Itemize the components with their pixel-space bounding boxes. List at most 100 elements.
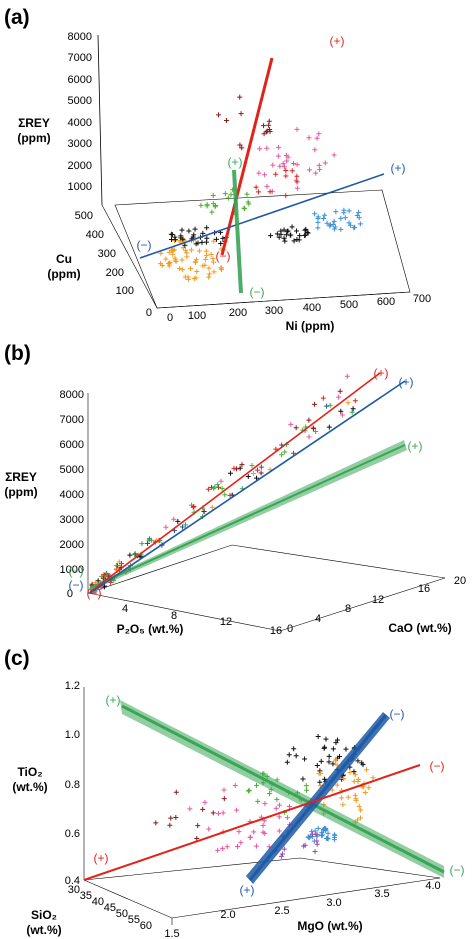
data-point (173, 815, 179, 821)
data-point (139, 541, 145, 547)
data-point (315, 734, 321, 740)
data-point (310, 831, 316, 837)
data-point (196, 248, 202, 254)
data-point (366, 785, 372, 791)
data-point (282, 449, 288, 455)
data-point (206, 274, 212, 280)
z-tick: 2000 (60, 539, 84, 551)
scatter-points (158, 94, 363, 282)
ni-tick: 100 (188, 310, 206, 322)
data-point (216, 112, 222, 118)
data-point (314, 838, 320, 844)
data-point (239, 462, 245, 468)
z-tick: 0.8 (65, 779, 80, 791)
data-point (284, 158, 290, 164)
data-point (326, 424, 332, 430)
data-point (177, 265, 183, 271)
z-tick: 5000 (68, 95, 92, 107)
p2o5-tick: 16 (270, 625, 282, 637)
data-point (223, 117, 229, 123)
data-point (289, 224, 295, 230)
pc-label-blue-plus: (+) (240, 883, 255, 897)
data-point (170, 251, 176, 257)
pc-labels: (+) (−) (−) (+) (+) (−) (94, 693, 465, 897)
data-point (237, 142, 243, 148)
data-point (276, 828, 282, 834)
data-point (208, 484, 214, 490)
data-point (238, 111, 244, 117)
data-point (313, 429, 319, 435)
data-point (211, 485, 217, 491)
data-point (178, 233, 184, 239)
panel-c: (c) 1.2 1.0 0.8 0.6 0.4 TiO₂ (wt.%) 30 3… (4, 647, 465, 939)
data-point (224, 844, 230, 850)
data-point (213, 236, 219, 242)
z-tick: 2000 (68, 160, 92, 172)
data-point (358, 815, 364, 821)
data-point (190, 504, 196, 510)
z-axis-line (97, 34, 103, 206)
data-point (355, 817, 361, 823)
pc-label-blue-minus: (−) (69, 578, 84, 592)
data-point (323, 826, 329, 832)
data-point (186, 228, 192, 234)
data-point (168, 237, 174, 243)
data-point (191, 232, 197, 238)
z-tick: 0 (67, 588, 73, 600)
data-point (302, 756, 308, 762)
cu-tick: 300 (98, 248, 116, 260)
data-point (253, 184, 259, 190)
ni-tick-labels: 0 100 200 300 400 500 600 700 (167, 293, 431, 324)
pc-vector-red (220, 57, 274, 256)
z-tick-labels: 1.2 1.0 0.8 0.6 0.4 (65, 680, 80, 887)
data-point (283, 167, 289, 173)
data-point (324, 403, 330, 409)
data-point (318, 758, 324, 764)
data-point (304, 230, 310, 236)
data-point (239, 145, 245, 151)
data-point (195, 240, 201, 246)
data-point (276, 802, 282, 808)
pc-vectors (83, 700, 445, 884)
data-point (352, 792, 358, 798)
pc-label-green-plus: (+) (106, 693, 121, 707)
data-point (245, 473, 251, 479)
data-point (314, 762, 320, 768)
data-point (172, 257, 178, 263)
data-point (313, 170, 319, 176)
data-point (278, 231, 284, 237)
cao-tick: 20 (454, 575, 466, 587)
data-point (202, 799, 208, 805)
data-point (326, 759, 332, 765)
data-point (215, 482, 221, 488)
data-point (332, 758, 338, 764)
data-point (253, 843, 259, 849)
data-point (320, 395, 326, 401)
data-point (216, 811, 222, 817)
data-point (179, 257, 185, 263)
data-point (264, 183, 270, 189)
z-tick: 1.0 (65, 729, 80, 741)
data-point (283, 193, 289, 199)
sio2-tick: 35 (80, 890, 92, 902)
data-point (315, 826, 321, 832)
data-point (254, 467, 260, 473)
data-point (146, 537, 152, 543)
data-point (218, 267, 224, 273)
cu-tick-labels: 500 400 300 200 100 0 (75, 210, 152, 319)
data-point (268, 233, 274, 239)
data-point (321, 216, 327, 222)
cao-tick: 12 (372, 594, 384, 606)
data-point (352, 772, 358, 778)
data-point (185, 276, 191, 282)
z-tick: 5000 (60, 464, 84, 476)
data-point (341, 207, 347, 213)
data-point (199, 239, 205, 245)
data-point (319, 832, 325, 838)
data-point (211, 238, 217, 244)
data-point (210, 256, 216, 262)
data-point (334, 737, 340, 743)
back-walls (87, 544, 446, 594)
data-point (296, 237, 302, 243)
data-point (258, 470, 264, 476)
